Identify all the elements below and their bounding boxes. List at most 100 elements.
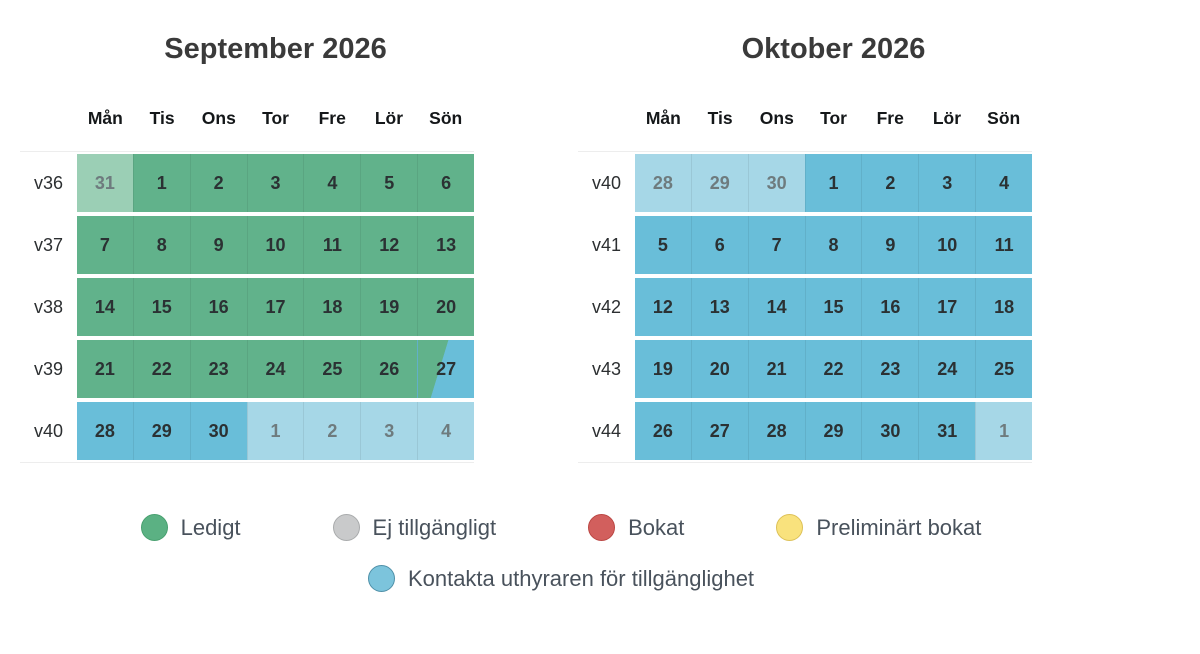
day-cell[interactable]: 18	[975, 278, 1033, 336]
week-row: v44 26 27 28 29 30 31 1	[578, 402, 1033, 460]
day-cell[interactable]: 10	[246, 216, 304, 274]
day-cell[interactable]: 4	[975, 154, 1033, 212]
weekday-label: Tor	[820, 108, 847, 128]
day-cell[interactable]: 17	[918, 278, 976, 336]
day-cell[interactable]: 27	[417, 340, 475, 398]
day-cell[interactable]: 1	[132, 154, 190, 212]
day-cell[interactable]: 8	[804, 216, 862, 274]
day-cell[interactable]: 28	[747, 402, 805, 460]
day-cell[interactable]: 19	[360, 278, 418, 336]
weekday-label: Mån	[645, 108, 681, 128]
day-cell[interactable]: 6	[690, 216, 748, 274]
day-cell[interactable]: 8	[132, 216, 190, 274]
week-number-label: v38	[20, 278, 77, 336]
day-cell[interactable]: 18	[303, 278, 361, 336]
weekday-header-row: Mån Tis Ons Tor Fre Lör Sön	[20, 108, 474, 129]
day-cell[interactable]: 29	[132, 402, 190, 460]
day-cell[interactable]: 9	[861, 216, 919, 274]
weekday-label: Ons	[201, 108, 236, 128]
red-circle-icon	[588, 514, 616, 541]
day-cell[interactable]: 20	[690, 340, 748, 398]
day-cell[interactable]: 28	[635, 154, 691, 212]
day-cell[interactable]: 5	[360, 154, 418, 212]
legend-item-red: Bokat	[588, 514, 684, 541]
weekday-label: Lör	[374, 108, 404, 128]
weekday-label: Sön	[429, 108, 463, 128]
week-number-label: v43	[578, 340, 635, 398]
week-row: v41 5 6 7 8 9 10 11	[578, 216, 1033, 274]
day-cell[interactable]: 7	[77, 216, 133, 274]
day-cell[interactable]: 20	[417, 278, 475, 336]
legend-label: Preliminärt bokat	[816, 514, 982, 540]
day-cell[interactable]: 16	[861, 278, 919, 336]
day-cell[interactable]: 19	[635, 340, 691, 398]
day-cell[interactable]: 23	[189, 340, 247, 398]
day-cell[interactable]: 25	[303, 340, 361, 398]
day-cell[interactable]: 7	[747, 216, 805, 274]
day-cell[interactable]: 26	[635, 402, 691, 460]
day-cell[interactable]: 22	[132, 340, 190, 398]
day-cell[interactable]: 26	[360, 340, 418, 398]
week-number-label: v42	[578, 278, 635, 336]
day-cell[interactable]: 21	[77, 340, 133, 398]
legend-row-1: Ledigt Ej tillgängligt Bokat Preliminärt bo…	[0, 514, 1122, 541]
day-cell[interactable]: 21	[747, 340, 805, 398]
day-cell[interactable]: 30	[189, 402, 247, 460]
week-number-label: v39	[20, 340, 77, 398]
day-cell[interactable]: 15	[804, 278, 862, 336]
day-cell[interactable]: 2	[189, 154, 247, 212]
day-cell[interactable]: 30	[747, 154, 805, 212]
day-cell[interactable]: 1	[246, 402, 304, 460]
day-cell[interactable]: 4	[303, 154, 361, 212]
gray-circle-icon	[332, 514, 360, 541]
day-cell[interactable]: 25	[975, 340, 1033, 398]
day-cell[interactable]: 12	[360, 216, 418, 274]
legend-item-yellow: Preliminärt bokat	[776, 514, 981, 541]
day-cell[interactable]: 3	[918, 154, 976, 212]
day-cell[interactable]: 15	[132, 278, 190, 336]
week-column-spacer	[578, 108, 635, 129]
calendar-grid-september: v36 31 1 2 3 4 5 6 v37 7 8 9 10 11 12 13 v38 14 15 16 17 18 19…	[20, 151, 475, 463]
weekday-label: Tis	[707, 108, 733, 128]
day-cell[interactable]: 10	[918, 216, 976, 274]
day-cell[interactable]: 16	[189, 278, 247, 336]
day-cell[interactable]: 14	[77, 278, 133, 336]
day-cell[interactable]: 2	[303, 402, 361, 460]
legend-label: Ej tillgängligt	[372, 514, 497, 540]
day-cell[interactable]: 30	[861, 402, 919, 460]
day-cell[interactable]: 29	[804, 402, 862, 460]
day-cell[interactable]: 11	[303, 216, 361, 274]
day-cell[interactable]: 1	[804, 154, 862, 212]
day-cell[interactable]: 11	[975, 216, 1033, 274]
day-cell[interactable]: 13	[417, 216, 475, 274]
day-cell[interactable]: 1	[975, 402, 1033, 460]
day-cell[interactable]: 22	[804, 340, 862, 398]
day-cell[interactable]: 27	[690, 402, 748, 460]
week-number-label: v37	[20, 216, 77, 274]
day-cell[interactable]: 6	[417, 154, 475, 212]
legend-row-2: Kontakta uthyraren för tillgänglighet	[0, 565, 1122, 592]
day-cell[interactable]: 9	[189, 216, 247, 274]
day-cell[interactable]: 3	[246, 154, 304, 212]
day-cell[interactable]: 31	[918, 402, 976, 460]
day-cell[interactable]: 4	[417, 402, 475, 460]
day-cell[interactable]: 14	[747, 278, 805, 336]
day-cell[interactable]: 13	[690, 278, 748, 336]
calendar-september: September 2026 Mån Tis Ons Tor Fre Lör Sön v36…	[20, 18, 475, 463]
weekday-label: Fre	[318, 108, 346, 128]
week-number-label: v41	[578, 216, 635, 274]
day-cell[interactable]: 24	[918, 340, 976, 398]
day-cell[interactable]: 3	[360, 402, 418, 460]
legend-item-gray: Ej tillgängligt	[332, 514, 497, 541]
day-cell[interactable]: 23	[861, 340, 919, 398]
day-cell[interactable]: 29	[690, 154, 748, 212]
day-cell[interactable]: 2	[861, 154, 919, 212]
day-cell[interactable]: 28	[77, 402, 133, 460]
week-row: v36 31 1 2 3 4 5 6	[20, 154, 475, 212]
day-cell[interactable]: 31	[77, 154, 133, 212]
day-cell[interactable]: 17	[246, 278, 304, 336]
weekday-label: Ons	[759, 108, 794, 128]
day-cell[interactable]: 12	[635, 278, 691, 336]
day-cell[interactable]: 5	[635, 216, 691, 274]
day-cell[interactable]: 24	[246, 340, 304, 398]
